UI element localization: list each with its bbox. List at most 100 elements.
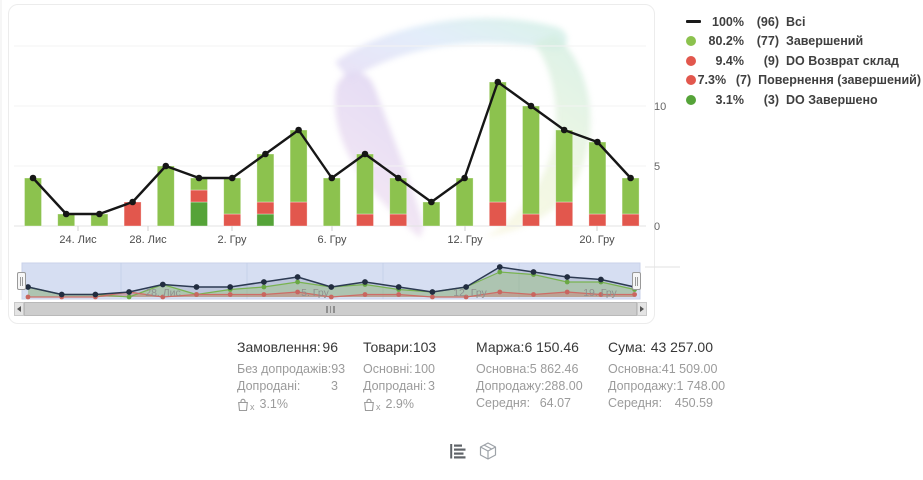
upsell-bag-icon bbox=[238, 398, 248, 411]
scroll-right-button[interactable] bbox=[637, 302, 647, 316]
scrollbar-thumb[interactable] bbox=[24, 302, 637, 316]
total-line-point[interactable] bbox=[461, 174, 468, 182]
navigator-total-point bbox=[496, 264, 503, 270]
total-line-point[interactable] bbox=[262, 150, 269, 158]
bar-segment-returns[interactable] bbox=[555, 201, 574, 227]
navigator-left-handle[interactable] bbox=[17, 272, 26, 290]
navigator-total-point bbox=[463, 284, 469, 290]
package-view-button[interactable] bbox=[476, 439, 500, 463]
bar-segment-completed[interactable] bbox=[156, 165, 175, 227]
legend-label: Всі bbox=[786, 14, 806, 29]
list-view-button[interactable] bbox=[446, 439, 470, 463]
stat-row-value: 288.00 bbox=[544, 379, 583, 393]
bar-segment-completed[interactable] bbox=[289, 129, 308, 203]
stat-value: 96 bbox=[322, 339, 338, 355]
total-line-point[interactable] bbox=[29, 174, 37, 182]
total-line-point[interactable] bbox=[394, 174, 402, 182]
legend-item-return-completed[interactable]: 7.3% (7) Повернення (завершений) bbox=[686, 71, 921, 91]
total-line-point[interactable] bbox=[361, 150, 369, 158]
arrow-right-icon bbox=[640, 306, 644, 312]
total-line-point[interactable] bbox=[627, 174, 634, 182]
navigator-returns-point bbox=[295, 289, 300, 295]
legend-item-do-return[interactable]: 9.4% (9) DO Возврат склад bbox=[686, 51, 921, 71]
navigator-tick-label: 28. Лис bbox=[145, 287, 181, 299]
scrollbar-track[interactable] bbox=[24, 302, 637, 316]
total-line-point[interactable] bbox=[195, 174, 203, 182]
legend-marker-box bbox=[686, 20, 703, 24]
legend-marker-box bbox=[686, 75, 698, 86]
bar-segment-do-completed[interactable] bbox=[190, 201, 208, 227]
legend-item-all[interactable]: 100% (96) Всі bbox=[686, 12, 921, 32]
navigator-returns-point bbox=[531, 292, 536, 297]
bar-segment-completed[interactable] bbox=[256, 153, 275, 203]
bar-segment-returns[interactable] bbox=[588, 213, 607, 227]
total-line-point[interactable] bbox=[96, 210, 103, 218]
legend-label: DO Завершено bbox=[786, 92, 878, 107]
x-tick-label: 20. Гру bbox=[579, 234, 615, 246]
bar-segment-returns[interactable] bbox=[223, 213, 242, 227]
bar-segment-returns[interactable] bbox=[356, 213, 374, 227]
bar-segment-do-completed[interactable] bbox=[256, 213, 275, 227]
bar-segment-returns[interactable] bbox=[621, 213, 640, 227]
navigator-returns-point bbox=[194, 292, 199, 297]
legend-count: (7) bbox=[735, 73, 752, 88]
subscript-x: x bbox=[376, 402, 381, 412]
x-tick-label: 6. Гру bbox=[317, 234, 347, 246]
scroll-left-button[interactable] bbox=[14, 302, 24, 316]
legend-percent: 80.2% bbox=[708, 34, 744, 49]
stat-row-label: Основна: bbox=[476, 362, 530, 376]
bar-segment-completed[interactable] bbox=[555, 129, 574, 203]
total-line-point[interactable] bbox=[527, 102, 535, 110]
legend-item-do-completed[interactable]: 3.1% (3) DO Завершено bbox=[686, 90, 921, 110]
stat-row-value: 93 bbox=[331, 362, 346, 376]
legend-item-completed[interactable]: 80.2% (77) Завершений bbox=[686, 32, 921, 52]
stat-row-label: Основні: bbox=[363, 362, 413, 376]
legend-count: (77) bbox=[756, 34, 779, 49]
bar-segment-completed[interactable] bbox=[455, 177, 474, 227]
dot-marker-icon bbox=[686, 36, 696, 47]
bar-segment-returns[interactable] bbox=[190, 189, 208, 203]
total-line-point[interactable] bbox=[494, 78, 502, 86]
total-line-point[interactable] bbox=[428, 198, 435, 206]
bar-segment-returns[interactable] bbox=[256, 201, 275, 215]
bar-segment-completed[interactable] bbox=[223, 177, 242, 215]
navigator-right-handle[interactable] bbox=[632, 272, 641, 290]
bar-segment-returns[interactable] bbox=[488, 201, 507, 227]
bar-segment-completed[interactable] bbox=[522, 105, 540, 215]
stat-row-value: 64.07 bbox=[539, 396, 571, 410]
total-line-point[interactable] bbox=[228, 174, 236, 182]
bar-segment-returns[interactable] bbox=[289, 201, 308, 227]
total-line-point[interactable] bbox=[328, 174, 336, 182]
navigator-returns-point bbox=[632, 292, 637, 297]
bar-segment-returns[interactable] bbox=[389, 213, 408, 227]
total-line-point[interactable] bbox=[594, 138, 601, 146]
bar-segment-returns[interactable] bbox=[123, 201, 142, 227]
stat-row-label: Без допродажів: bbox=[237, 362, 332, 376]
navigator-returns-point bbox=[261, 292, 267, 297]
bar-segment-completed[interactable] bbox=[588, 141, 607, 215]
total-line-point[interactable] bbox=[560, 126, 568, 134]
navigator-total-point bbox=[564, 274, 571, 280]
navigator-total-point bbox=[227, 284, 234, 290]
bar-segment-completed[interactable] bbox=[621, 177, 640, 215]
total-line-point[interactable] bbox=[295, 126, 302, 134]
bar-segment-completed[interactable] bbox=[422, 201, 441, 227]
navigator-total-point bbox=[328, 284, 335, 290]
bar-segment-completed[interactable] bbox=[322, 177, 341, 227]
navigator-tick-label: 19. Гру bbox=[583, 287, 617, 299]
arrow-left-icon bbox=[17, 306, 21, 312]
navigator-total-point bbox=[598, 276, 604, 283]
stat-row-value: 5 862.46 bbox=[529, 362, 579, 376]
chart-scrollbar[interactable] bbox=[14, 302, 647, 316]
stat-upsell-percent: 3.1% bbox=[259, 397, 289, 411]
chart-canvas: 0 5 10 24. Лис 28. Лис 2. Гру 6. Гру 12. Гру 20.… bbox=[0, 0, 680, 300]
total-line-point[interactable] bbox=[162, 162, 170, 170]
navigator-returns-point bbox=[598, 292, 604, 297]
total-line-point[interactable] bbox=[62, 210, 70, 218]
navigator-total-point bbox=[193, 284, 200, 290]
bar-segment-completed[interactable] bbox=[356, 153, 374, 215]
stat-row-label: Основна: bbox=[608, 362, 662, 376]
stat-row-label: Середня: bbox=[476, 396, 531, 410]
bar-segment-returns[interactable] bbox=[522, 213, 540, 227]
total-line-point[interactable] bbox=[129, 198, 136, 206]
